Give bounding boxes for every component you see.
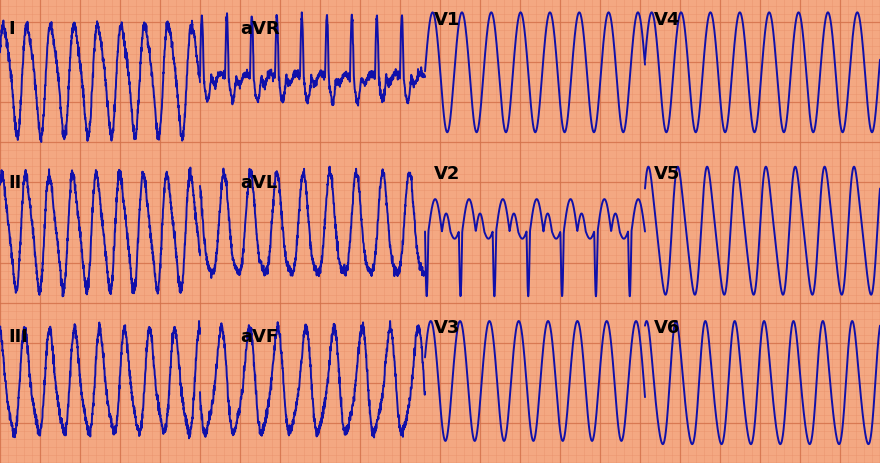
Text: III: III [8,328,28,346]
Text: I: I [8,20,15,38]
Text: V2: V2 [434,164,460,182]
Text: aVL: aVL [240,174,278,192]
Text: V5: V5 [655,164,681,182]
Text: V3: V3 [434,319,460,337]
Text: aVR: aVR [240,20,280,38]
Text: V4: V4 [655,11,681,28]
Text: II: II [8,174,21,192]
Text: aVF: aVF [240,328,279,346]
Text: V6: V6 [655,319,681,337]
Text: V1: V1 [434,11,460,28]
